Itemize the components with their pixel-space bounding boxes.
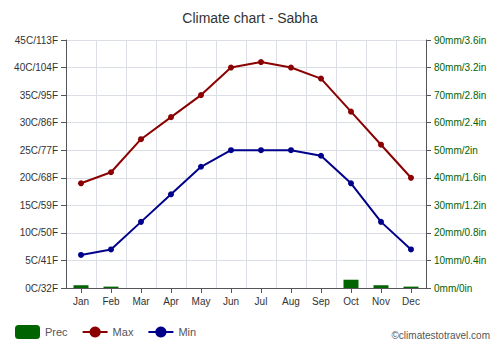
svg-text:Jan: Jan — [73, 296, 89, 307]
svg-text:Climate chart - Sabha: Climate chart - Sabha — [182, 10, 318, 26]
svg-text:5C/41F: 5C/41F — [25, 255, 58, 266]
svg-text:40C/104F: 40C/104F — [14, 62, 58, 73]
svg-text:Aug: Aug — [282, 296, 300, 307]
svg-text:0C/32F: 0C/32F — [25, 283, 58, 294]
svg-text:Dec: Dec — [402, 296, 420, 307]
svg-text:Prec: Prec — [45, 326, 68, 338]
svg-text:35C/95F: 35C/95F — [20, 90, 58, 101]
svg-text:70mm/2.8in: 70mm/2.8in — [434, 90, 486, 101]
svg-text:15C/59F: 15C/59F — [20, 200, 58, 211]
svg-text:30mm/1.2in: 30mm/1.2in — [434, 200, 486, 211]
svg-text:45C/113F: 45C/113F — [15, 35, 58, 46]
svg-text:80mm/3.2in: 80mm/3.2in — [434, 62, 486, 73]
svg-text:10mm/0.4in: 10mm/0.4in — [434, 255, 486, 266]
svg-text:20C/68F: 20C/68F — [20, 172, 58, 183]
svg-text:©climatestotravel.com: ©climatestotravel.com — [391, 330, 490, 341]
svg-text:Min: Min — [178, 326, 196, 338]
svg-text:Max: Max — [113, 326, 134, 338]
svg-text:Mar: Mar — [132, 296, 150, 307]
svg-text:20mm/0.8in: 20mm/0.8in — [434, 227, 486, 238]
svg-text:Feb: Feb — [102, 296, 120, 307]
svg-text:Apr: Apr — [163, 296, 179, 307]
svg-text:30C/86F: 30C/86F — [20, 117, 58, 128]
svg-text:Oct: Oct — [343, 296, 359, 307]
svg-text:60mm/2.4in: 60mm/2.4in — [434, 117, 486, 128]
svg-text:May: May — [192, 296, 211, 307]
svg-text:Jun: Jun — [223, 296, 239, 307]
svg-text:40mm/1.6in: 40mm/1.6in — [434, 172, 486, 183]
svg-text:Jul: Jul — [255, 296, 268, 307]
svg-text:Nov: Nov — [372, 296, 390, 307]
svg-text:0mm/0in: 0mm/0in — [434, 283, 472, 294]
svg-text:50mm/2in: 50mm/2in — [434, 145, 478, 156]
svg-text:10C/50F: 10C/50F — [20, 227, 58, 238]
svg-text:90mm/3.6in: 90mm/3.6in — [434, 35, 486, 46]
svg-text:Sep: Sep — [312, 296, 330, 307]
svg-text:25C/77F: 25C/77F — [20, 145, 58, 156]
